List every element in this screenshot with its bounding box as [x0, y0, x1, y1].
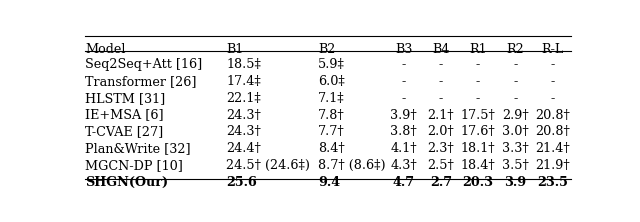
Text: R1: R1 [469, 43, 487, 56]
Text: 20.8†: 20.8† [535, 109, 570, 121]
Text: -: - [476, 92, 480, 105]
Text: B4: B4 [432, 43, 449, 56]
Text: 18.4†: 18.4† [461, 159, 495, 172]
Text: 20.8†: 20.8† [535, 125, 570, 138]
Text: 3.3†: 3.3† [502, 142, 529, 155]
Text: 3.5†: 3.5† [502, 159, 529, 172]
Text: 24.3†: 24.3† [227, 125, 261, 138]
Text: -: - [438, 58, 443, 71]
Text: 5.9‡: 5.9‡ [318, 58, 345, 71]
Text: 17.5†: 17.5† [461, 109, 495, 121]
Text: 24.4†: 24.4† [227, 142, 261, 155]
Text: 3.8†: 3.8† [390, 125, 417, 138]
Text: R2: R2 [506, 43, 524, 56]
Text: 6.0‡: 6.0‡ [318, 75, 345, 88]
Text: Model: Model [85, 43, 125, 56]
Text: -: - [513, 75, 517, 88]
Text: 4.7: 4.7 [392, 176, 415, 188]
Text: 2.3†: 2.3† [428, 142, 454, 155]
Text: 2.7: 2.7 [430, 176, 452, 188]
Text: -: - [513, 92, 517, 105]
Text: 3.9: 3.9 [504, 176, 526, 188]
Text: 18.5‡: 18.5‡ [227, 58, 261, 71]
Text: SHGN(Our): SHGN(Our) [85, 176, 168, 188]
Text: -: - [550, 58, 555, 71]
Text: HLSTM [31]: HLSTM [31] [85, 92, 165, 105]
Text: -: - [438, 75, 443, 88]
Text: 17.6†: 17.6† [461, 125, 495, 138]
Text: 3.9†: 3.9† [390, 109, 417, 121]
Text: 2.9†: 2.9† [502, 109, 529, 121]
Text: 22.1‡: 22.1‡ [227, 92, 261, 105]
Text: 21.4†: 21.4† [535, 142, 570, 155]
Text: 7.8†: 7.8† [318, 109, 345, 121]
Text: 20.3: 20.3 [463, 176, 493, 188]
Text: Transformer [26]: Transformer [26] [85, 75, 196, 88]
Text: MGCN-DP [10]: MGCN-DP [10] [85, 159, 183, 172]
Text: Seq2Seq+Att [16]: Seq2Seq+Att [16] [85, 58, 202, 71]
Text: 21.9†: 21.9† [535, 159, 570, 172]
Text: -: - [401, 58, 406, 71]
Text: 4.1†: 4.1† [390, 142, 417, 155]
Text: 7.7†: 7.7† [318, 125, 345, 138]
Text: B3: B3 [395, 43, 412, 56]
Text: IE+MSA [6]: IE+MSA [6] [85, 109, 164, 121]
Text: 24.3†: 24.3† [227, 109, 261, 121]
Text: 17.4‡: 17.4‡ [227, 75, 261, 88]
Text: 7.1‡: 7.1‡ [318, 92, 345, 105]
Text: 3.0†: 3.0† [502, 125, 529, 138]
Text: 8.7† (8.6‡): 8.7† (8.6‡) [318, 159, 386, 172]
Text: 18.1†: 18.1† [461, 142, 495, 155]
Text: B2: B2 [318, 43, 335, 56]
Text: -: - [550, 92, 555, 105]
Text: 23.5: 23.5 [537, 176, 568, 188]
Text: -: - [476, 58, 480, 71]
Text: -: - [401, 75, 406, 88]
Text: T-CVAE [27]: T-CVAE [27] [85, 125, 163, 138]
Text: 25.6: 25.6 [227, 176, 257, 188]
Text: 9.4: 9.4 [318, 176, 340, 188]
Text: Plan&Write [32]: Plan&Write [32] [85, 142, 191, 155]
Text: 8.4†: 8.4† [318, 142, 345, 155]
Text: B1: B1 [227, 43, 244, 56]
Text: 24.5† (24.6‡): 24.5† (24.6‡) [227, 159, 310, 172]
Text: 2.0†: 2.0† [428, 125, 454, 138]
Text: -: - [401, 92, 406, 105]
Text: 2.5†: 2.5† [428, 159, 454, 172]
Text: 2.1†: 2.1† [428, 109, 454, 121]
Text: 4.3†: 4.3† [390, 159, 417, 172]
Text: -: - [476, 75, 480, 88]
Text: -: - [438, 92, 443, 105]
Text: R-L: R-L [541, 43, 564, 56]
Text: -: - [513, 58, 517, 71]
Text: -: - [550, 75, 555, 88]
